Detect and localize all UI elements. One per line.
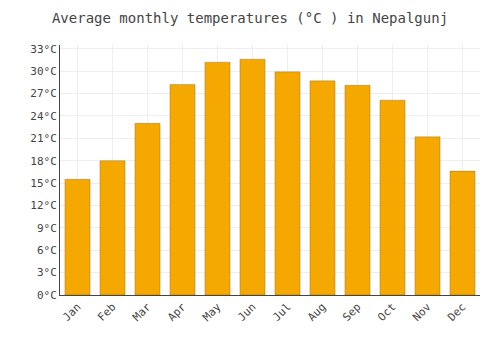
svg-text:Average monthly temperatures (: Average monthly temperatures (°C ) in Ne… bbox=[52, 10, 448, 26]
svg-text:30°C: 30°C bbox=[30, 65, 57, 78]
svg-text:27°C: 27°C bbox=[30, 87, 57, 100]
svg-text:0°C: 0°C bbox=[37, 289, 57, 302]
svg-text:21°C: 21°C bbox=[30, 132, 57, 145]
svg-text:Oct: Oct bbox=[375, 301, 398, 324]
svg-text:6°C: 6°C bbox=[37, 244, 57, 257]
svg-text:9°C: 9°C bbox=[37, 222, 57, 235]
svg-text:Feb: Feb bbox=[95, 301, 118, 324]
svg-text:Mar: Mar bbox=[130, 300, 154, 324]
svg-text:May: May bbox=[200, 300, 224, 324]
svg-text:15°C: 15°C bbox=[30, 177, 57, 190]
svg-text:Jul: Jul bbox=[270, 301, 293, 324]
svg-text:Aug: Aug bbox=[305, 301, 328, 324]
svg-text:Apr: Apr bbox=[165, 300, 189, 324]
svg-text:Sep: Sep bbox=[340, 301, 363, 324]
svg-text:18°C: 18°C bbox=[30, 155, 57, 168]
svg-text:33°C: 33°C bbox=[30, 43, 57, 56]
svg-text:12°C: 12°C bbox=[30, 199, 57, 212]
svg-text:Dec: Dec bbox=[445, 301, 468, 324]
svg-text:Jan: Jan bbox=[60, 301, 83, 324]
svg-text:Nov: Nov bbox=[410, 300, 434, 324]
svg-text:Jun: Jun bbox=[235, 301, 258, 324]
svg-text:3°C: 3°C bbox=[37, 266, 57, 279]
svg-text:24°C: 24°C bbox=[30, 110, 57, 123]
